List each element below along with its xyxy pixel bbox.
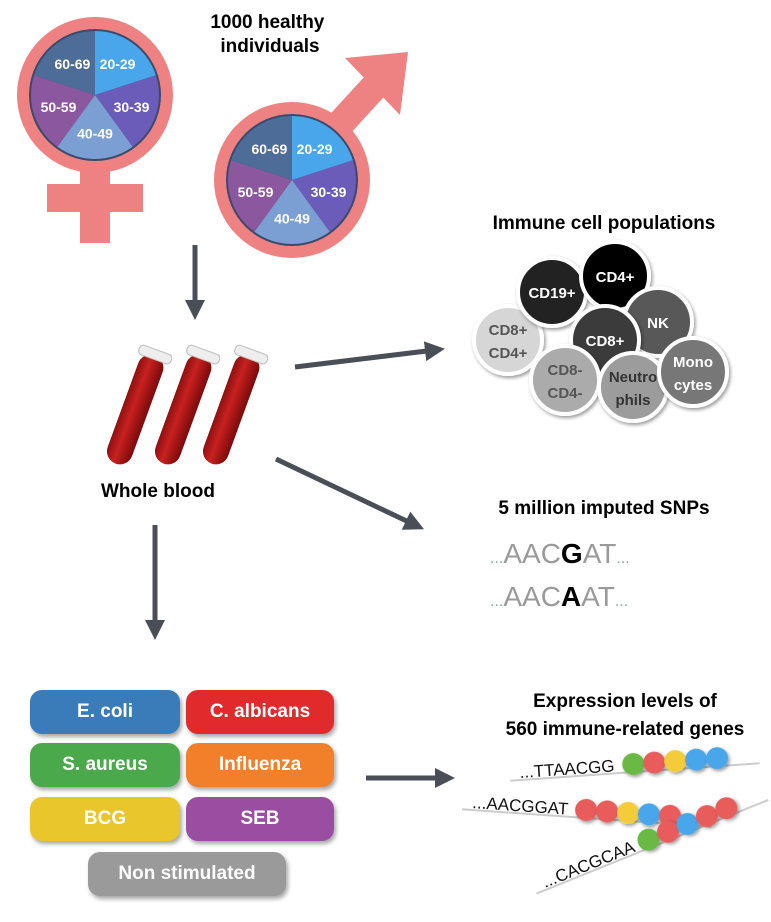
immune-cell-cluster: CD8+CD4+CD19+CD4+NKCD8+CD8-CD4-Neutrophi… (472, 240, 729, 423)
expression-bead (643, 751, 666, 774)
expression-bead (676, 812, 699, 835)
immune-cell: Mono cytes (657, 336, 729, 408)
snps-title: 5 million imputed SNPs (498, 498, 709, 519)
expression-bead (685, 748, 708, 771)
cell-label: CD4+ (596, 269, 635, 286)
cell-label: cytes (674, 377, 712, 394)
age-label: 50-59 (41, 99, 77, 115)
expression-bead (656, 820, 679, 843)
cell-label: CD4+ (489, 345, 528, 362)
expression-bead (695, 805, 718, 828)
pie-slice-30-39 (95, 75, 159, 147)
arrow-to-snps (274, 456, 425, 530)
snp-sequences: ...AACGAT... ...AACAAT... (490, 538, 630, 612)
expression-bead (617, 801, 640, 824)
age-label: 20-29 (297, 141, 333, 157)
cell-label: CD8- (547, 362, 582, 379)
cell-label: Neutro (609, 369, 657, 386)
expression-bead (596, 800, 619, 823)
expression-title-line1: Expression levels of (533, 691, 717, 712)
pie-slice-20-29 (95, 31, 156, 95)
cell-label: phils (615, 392, 650, 409)
cohort-title: 1000 healthy individuals (210, 12, 329, 57)
stim-bcg: BCG (30, 797, 180, 841)
pie-slice-60-69 (34, 31, 95, 95)
arrow-to-cells (294, 341, 445, 370)
cell-label: CD8+ (489, 322, 528, 339)
expression-bead (575, 798, 598, 821)
pie-slice-50-59 (30, 75, 95, 147)
stim-ecoli: E. coli (30, 690, 180, 734)
gene-expression-strands: ...TTAACGG ...AACGGAT ...CACGCAA (461, 747, 769, 895)
immune-cell: CD19+ (516, 256, 588, 328)
age-label: 30-39 (114, 99, 150, 115)
cell-label: Mono (673, 354, 713, 371)
cell-label: CD8+ (586, 333, 625, 350)
pie-slice-30-39 (292, 160, 356, 232)
whole-blood-label: Whole blood (101, 481, 215, 502)
age-label: 60-69 (55, 56, 91, 72)
expression-title-line2: 560 immune-related genes (506, 719, 745, 740)
cell-label: CD19+ (528, 285, 575, 302)
expression-bead (637, 803, 660, 826)
expression-bead (715, 797, 738, 820)
immune-cells-title: Immune cell populations (493, 213, 716, 234)
cell-label: NK (647, 315, 669, 332)
snp-sequence: ...AACGAT... (490, 538, 630, 569)
gene-sequence: ...TTAACGG (519, 756, 615, 782)
stim-influenza: Influenza (186, 743, 334, 787)
age-label: 30-39 (311, 184, 347, 200)
pie-slice-20-29 (292, 116, 353, 180)
gene-sequence: ...AACGGAT (472, 793, 569, 819)
expression-bead (622, 753, 645, 776)
cell-label: CD4- (547, 385, 582, 402)
age-label: 40-49 (274, 210, 310, 226)
pie-slice-40-49 (254, 180, 330, 244)
age-label: 20-29 (100, 56, 136, 72)
gene-sequence: ...CACGCAA (539, 837, 638, 892)
pie-slice-40-49 (57, 95, 133, 159)
expression-bead (706, 747, 729, 770)
expression-bead (637, 828, 660, 851)
snp-sequence: ...AACAAT... (490, 581, 628, 612)
test-tubes-icon (106, 344, 269, 465)
expression-bead (658, 804, 681, 827)
pie-slice-60-69 (231, 116, 292, 180)
age-label: 40-49 (77, 125, 113, 141)
gene-strand: ...TTAACGG (510, 747, 760, 782)
immune-cell: CD8- CD4- (529, 344, 601, 416)
stim-seb: SEB (186, 797, 334, 841)
age-label: 60-69 (252, 141, 288, 157)
stim-calbicans: C. albicans (186, 690, 334, 734)
age-label: 50-59 (238, 184, 274, 200)
immune-cell: CD8+ CD4+ (472, 304, 544, 376)
immune-cell: Neutro phils (597, 351, 669, 423)
stim-non-stimulated: Non stimulated (88, 852, 286, 896)
pie-slice-50-59 (228, 160, 292, 232)
expression-bead (664, 750, 687, 773)
stim-saureus: S. aureus (30, 743, 180, 787)
